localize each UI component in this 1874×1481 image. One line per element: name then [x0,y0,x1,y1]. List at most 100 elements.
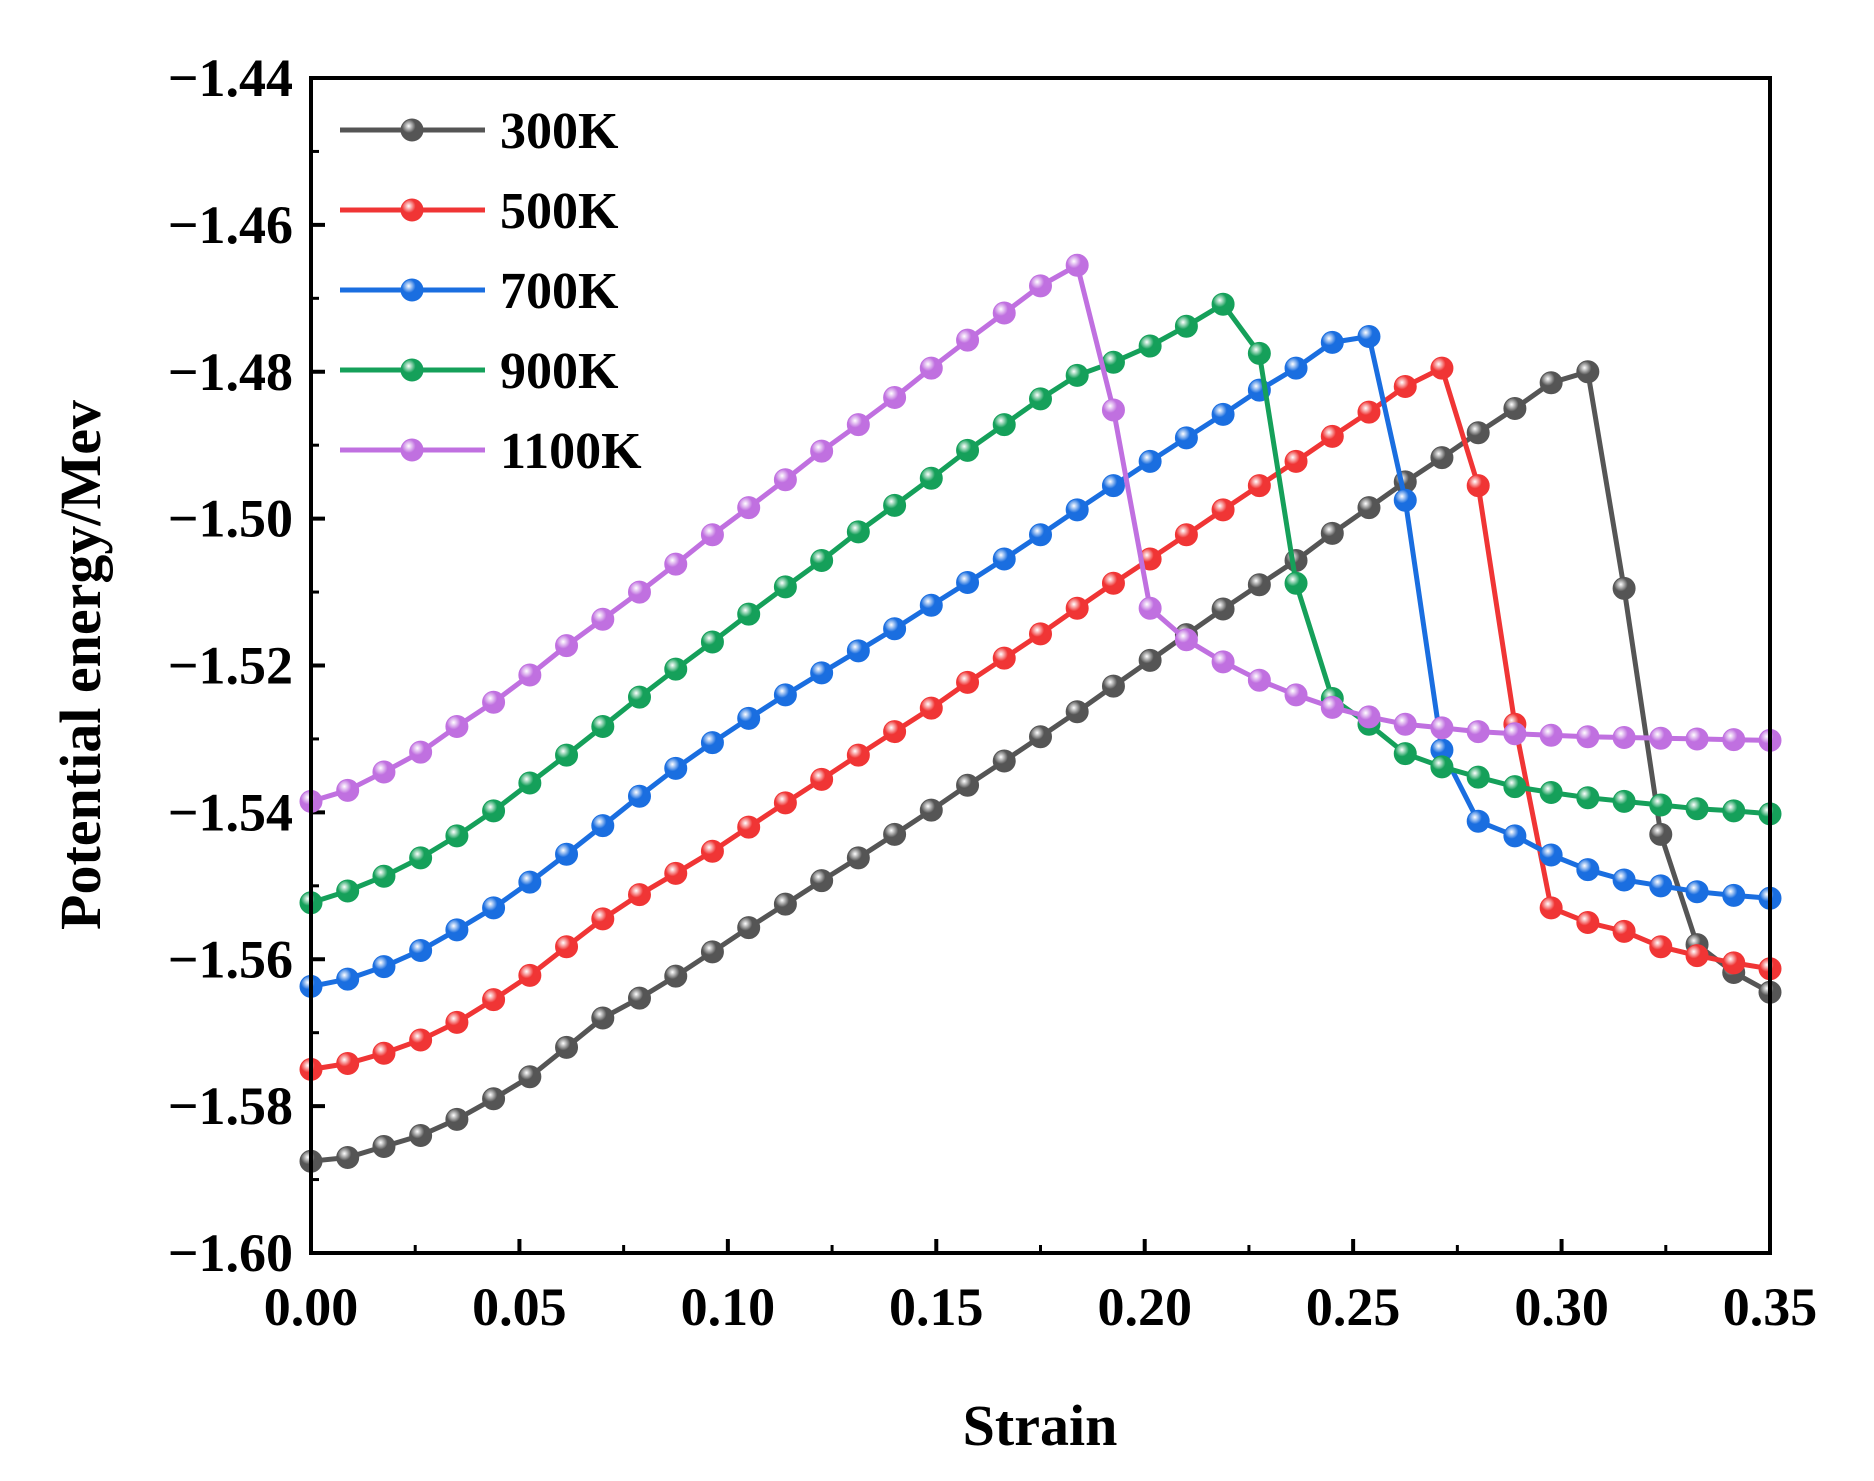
data-point [336,778,360,802]
data-point [627,986,651,1010]
data-point [591,814,615,838]
data-point [1029,274,1052,298]
data-point [1357,400,1381,424]
data-point [1576,786,1600,810]
data-point [1138,449,1162,473]
data-point [372,955,396,979]
data-point [1649,935,1673,959]
data-point [1576,725,1600,749]
data-point [1174,628,1198,652]
data-point [409,938,433,962]
data-point [1393,488,1417,512]
data-point [555,1035,579,1059]
data-point [518,771,542,795]
data-point [810,439,834,463]
data-point [336,1146,360,1170]
data-point [664,964,688,988]
x-tick-label: 0.15 [889,1277,984,1337]
data-point [518,963,542,987]
data-point [1576,360,1600,384]
data-point [1503,722,1527,746]
data-point [1101,571,1125,595]
data-point [1430,755,1454,779]
data-point [591,1006,615,1030]
data-point [372,1135,396,1159]
data-point [992,646,1016,670]
series-1100K [299,253,1782,813]
data-point [1320,330,1344,354]
data-point [1101,474,1125,498]
data-point [445,1010,469,1034]
data-point [737,706,761,730]
data-point [1685,797,1709,821]
data-point [810,767,834,791]
data-point [482,988,506,1012]
data-point [1539,781,1563,805]
data-point [956,773,980,797]
data-point [1029,622,1052,646]
data-point [883,385,907,409]
data-point [482,896,506,920]
data-point [1029,387,1052,411]
data-point [1247,573,1271,597]
data-point [700,523,724,547]
data-point [1612,789,1636,813]
plot-frame [309,76,1772,1255]
legend-entry: 300K [340,103,619,160]
legend-marker [400,438,424,462]
data-point [1393,712,1417,736]
y-tick-label: −1.48 [168,342,293,402]
data-point [992,547,1016,571]
data-point [1211,402,1235,426]
data-point [627,883,651,907]
data-point [1247,341,1271,365]
data-point [336,1052,360,1076]
data-point [1101,398,1125,422]
tick-labels: 0.00 0.05 0.10 0.15 0.20 0.25 0.30 0.35 −1.60 −1.… [168,48,1818,1337]
data-point [919,466,943,490]
data-point [1539,843,1563,867]
y-tick-label: −1.52 [168,636,293,696]
data-point [1211,292,1235,316]
data-point [591,907,615,931]
data-point [1211,498,1235,522]
data-point [1065,498,1089,522]
x-tick-label: 0.30 [1514,1277,1609,1337]
data-point [1284,571,1308,595]
data-point [482,1087,506,1111]
data-point [1138,596,1162,620]
data-point [1357,496,1381,520]
data-point [1539,371,1563,395]
data-point [956,670,980,694]
data-point [1612,725,1636,749]
data-point [555,743,579,767]
data-point [773,468,797,492]
data-point [846,639,870,663]
data-point [992,749,1016,773]
x-axis-title: Strain [963,1393,1118,1458]
data-point [810,661,834,685]
data-point [1029,725,1052,749]
data-point [1065,253,1089,277]
data-point [773,791,797,815]
data-point [664,657,688,681]
legend: 300K 500K 700K 900K 1100K [340,103,642,480]
data-point [1503,775,1527,799]
data-point [737,496,761,520]
y-tick-label: −1.54 [168,782,293,842]
data-point [1284,449,1308,473]
data-point [956,328,980,352]
data-point [1065,596,1089,620]
data-point [591,607,615,631]
data-point [1284,683,1308,707]
legend-entry: 900K [340,343,619,400]
data-point [846,413,870,437]
data-point [1430,356,1454,380]
legend-label: 900K [500,343,619,400]
data-point [1320,521,1344,545]
x-tick-label: 0.10 [681,1277,776,1337]
data-point [1466,474,1490,498]
x-tick-label: 0.35 [1723,1277,1818,1337]
data-point [919,356,943,380]
